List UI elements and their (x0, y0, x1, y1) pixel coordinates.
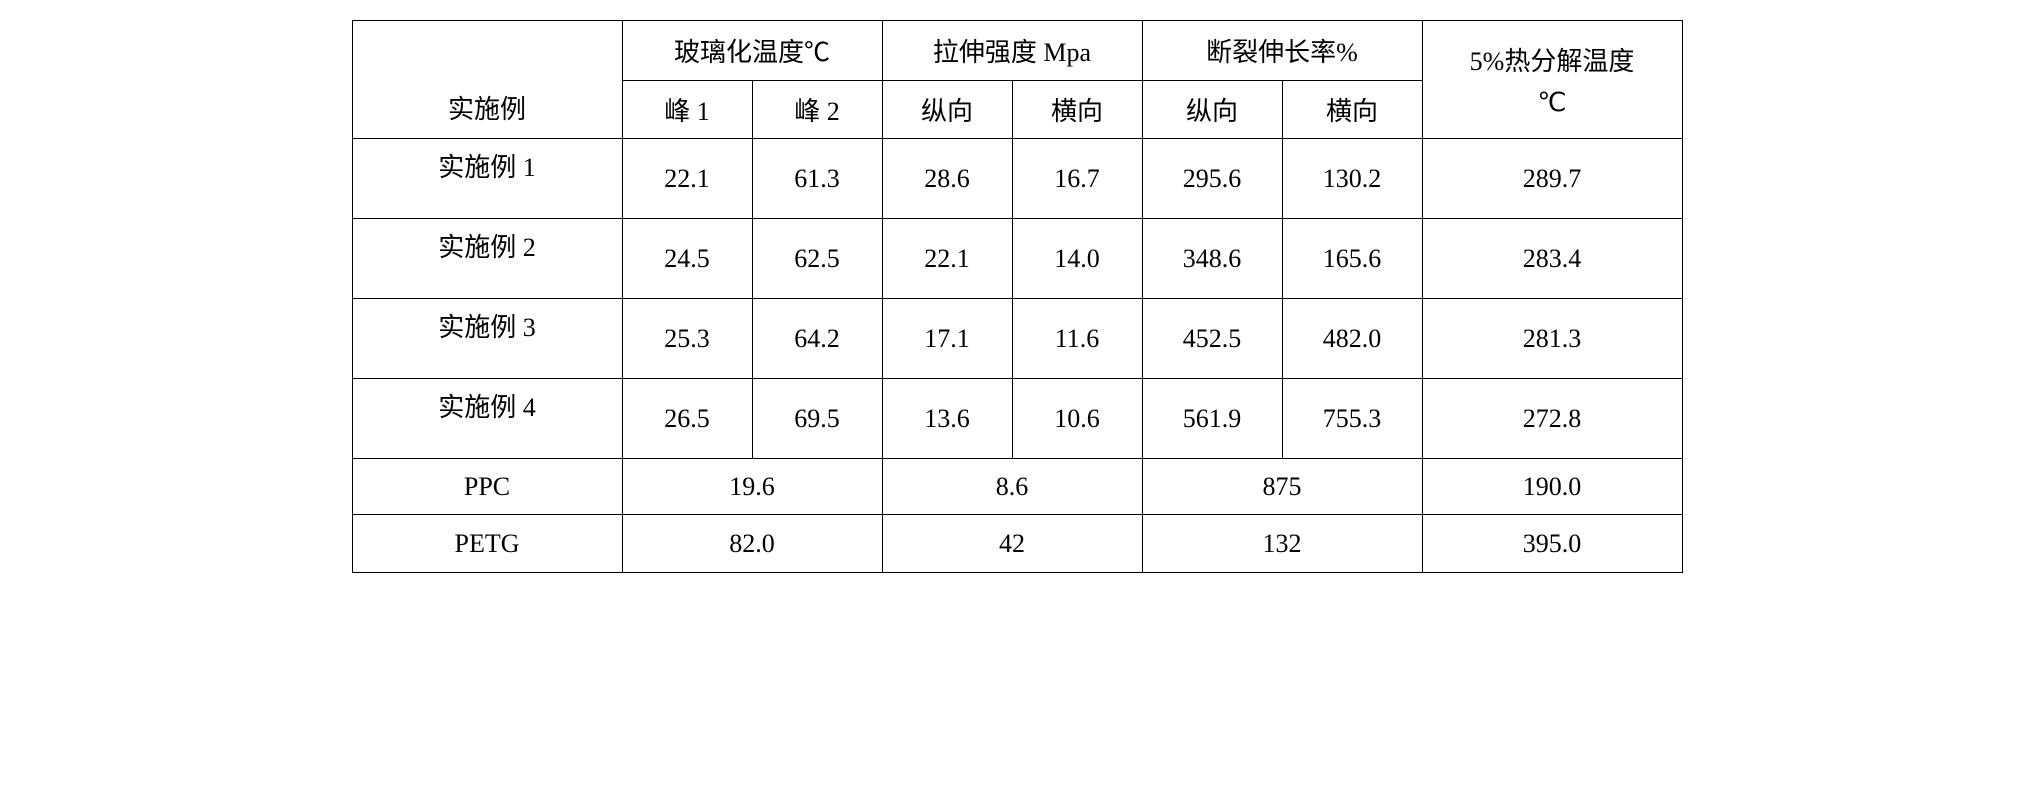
cell-peak1: 22.1 (622, 139, 752, 219)
cell-peak2: 62.5 (752, 219, 882, 299)
cell-decomp: 289.7 (1422, 139, 1682, 219)
header-peak2: 峰 2 (752, 81, 882, 139)
table-row: PETG82.042132395.0 (352, 515, 1682, 573)
table-row: 实施例 224.562.522.114.0348.6165.6283.4 (352, 219, 1682, 299)
cell-elong-merged: 132 (1142, 515, 1422, 573)
table-body: 实施例 122.161.328.616.7295.6130.2289.7实施例 … (352, 139, 1682, 573)
cell-decomp: 281.3 (1422, 299, 1682, 379)
cell-tensile-long: 22.1 (882, 219, 1012, 299)
header-tensile: 拉伸强度 Mpa (882, 21, 1142, 81)
header-long1: 纵向 (882, 81, 1012, 139)
cell-label: 实施例 3 (352, 299, 622, 379)
cell-tensile-trans: 16.7 (1012, 139, 1142, 219)
cell-peak1: 26.5 (622, 379, 752, 459)
cell-elong-long: 561.9 (1142, 379, 1282, 459)
cell-tensile-merged: 42 (882, 515, 1142, 573)
cell-peak2: 69.5 (752, 379, 882, 459)
cell-decomp: 283.4 (1422, 219, 1682, 299)
table-row: 实施例 426.569.513.610.6561.9755.3272.8 (352, 379, 1682, 459)
header-row-1: 实施例 玻璃化温度℃ 拉伸强度 Mpa 断裂伸长率% 5%热分解温度 ℃ (352, 21, 1682, 81)
cell-elong-merged: 875 (1142, 459, 1422, 515)
cell-elong-long: 348.6 (1142, 219, 1282, 299)
cell-peak1: 24.5 (622, 219, 752, 299)
data-table: 实施例 玻璃化温度℃ 拉伸强度 Mpa 断裂伸长率% 5%热分解温度 ℃ 峰 1… (352, 20, 1683, 573)
cell-elong-long: 295.6 (1142, 139, 1282, 219)
cell-label: PETG (352, 515, 622, 573)
cell-peak2: 64.2 (752, 299, 882, 379)
cell-tensile-merged: 8.6 (882, 459, 1142, 515)
header-decomp: 5%热分解温度 ℃ (1422, 21, 1682, 139)
header-elongation: 断裂伸长率% (1142, 21, 1422, 81)
cell-decomp: 190.0 (1422, 459, 1682, 515)
header-long2: 纵向 (1142, 81, 1282, 139)
header-trans1: 横向 (1012, 81, 1142, 139)
cell-label: 实施例 1 (352, 139, 622, 219)
cell-tensile-trans: 14.0 (1012, 219, 1142, 299)
cell-label: PPC (352, 459, 622, 515)
header-example: 实施例 (352, 21, 622, 139)
cell-label: 实施例 4 (352, 379, 622, 459)
header-tg: 玻璃化温度℃ (622, 21, 882, 81)
cell-elong-trans: 755.3 (1282, 379, 1422, 459)
cell-tg-merged: 19.6 (622, 459, 882, 515)
cell-tensile-long: 17.1 (882, 299, 1012, 379)
cell-elong-trans: 130.2 (1282, 139, 1422, 219)
header-peak1: 峰 1 (622, 81, 752, 139)
cell-elong-long: 452.5 (1142, 299, 1282, 379)
cell-peak2: 61.3 (752, 139, 882, 219)
cell-tensile-trans: 10.6 (1012, 379, 1142, 459)
cell-tg-merged: 82.0 (622, 515, 882, 573)
cell-peak1: 25.3 (622, 299, 752, 379)
cell-tensile-trans: 11.6 (1012, 299, 1142, 379)
cell-elong-trans: 482.0 (1282, 299, 1422, 379)
header-decomp-line2: ℃ (1424, 88, 1681, 118)
header-decomp-line1: 5%热分解温度 (1424, 41, 1681, 78)
table-row: 实施例 325.364.217.111.6452.5482.0281.3 (352, 299, 1682, 379)
header-trans2: 横向 (1282, 81, 1422, 139)
table-row: PPC19.68.6875190.0 (352, 459, 1682, 515)
cell-tensile-long: 28.6 (882, 139, 1012, 219)
cell-decomp: 395.0 (1422, 515, 1682, 573)
table-row: 实施例 122.161.328.616.7295.6130.2289.7 (352, 139, 1682, 219)
cell-decomp: 272.8 (1422, 379, 1682, 459)
cell-elong-trans: 165.6 (1282, 219, 1422, 299)
cell-tensile-long: 13.6 (882, 379, 1012, 459)
cell-label: 实施例 2 (352, 219, 622, 299)
